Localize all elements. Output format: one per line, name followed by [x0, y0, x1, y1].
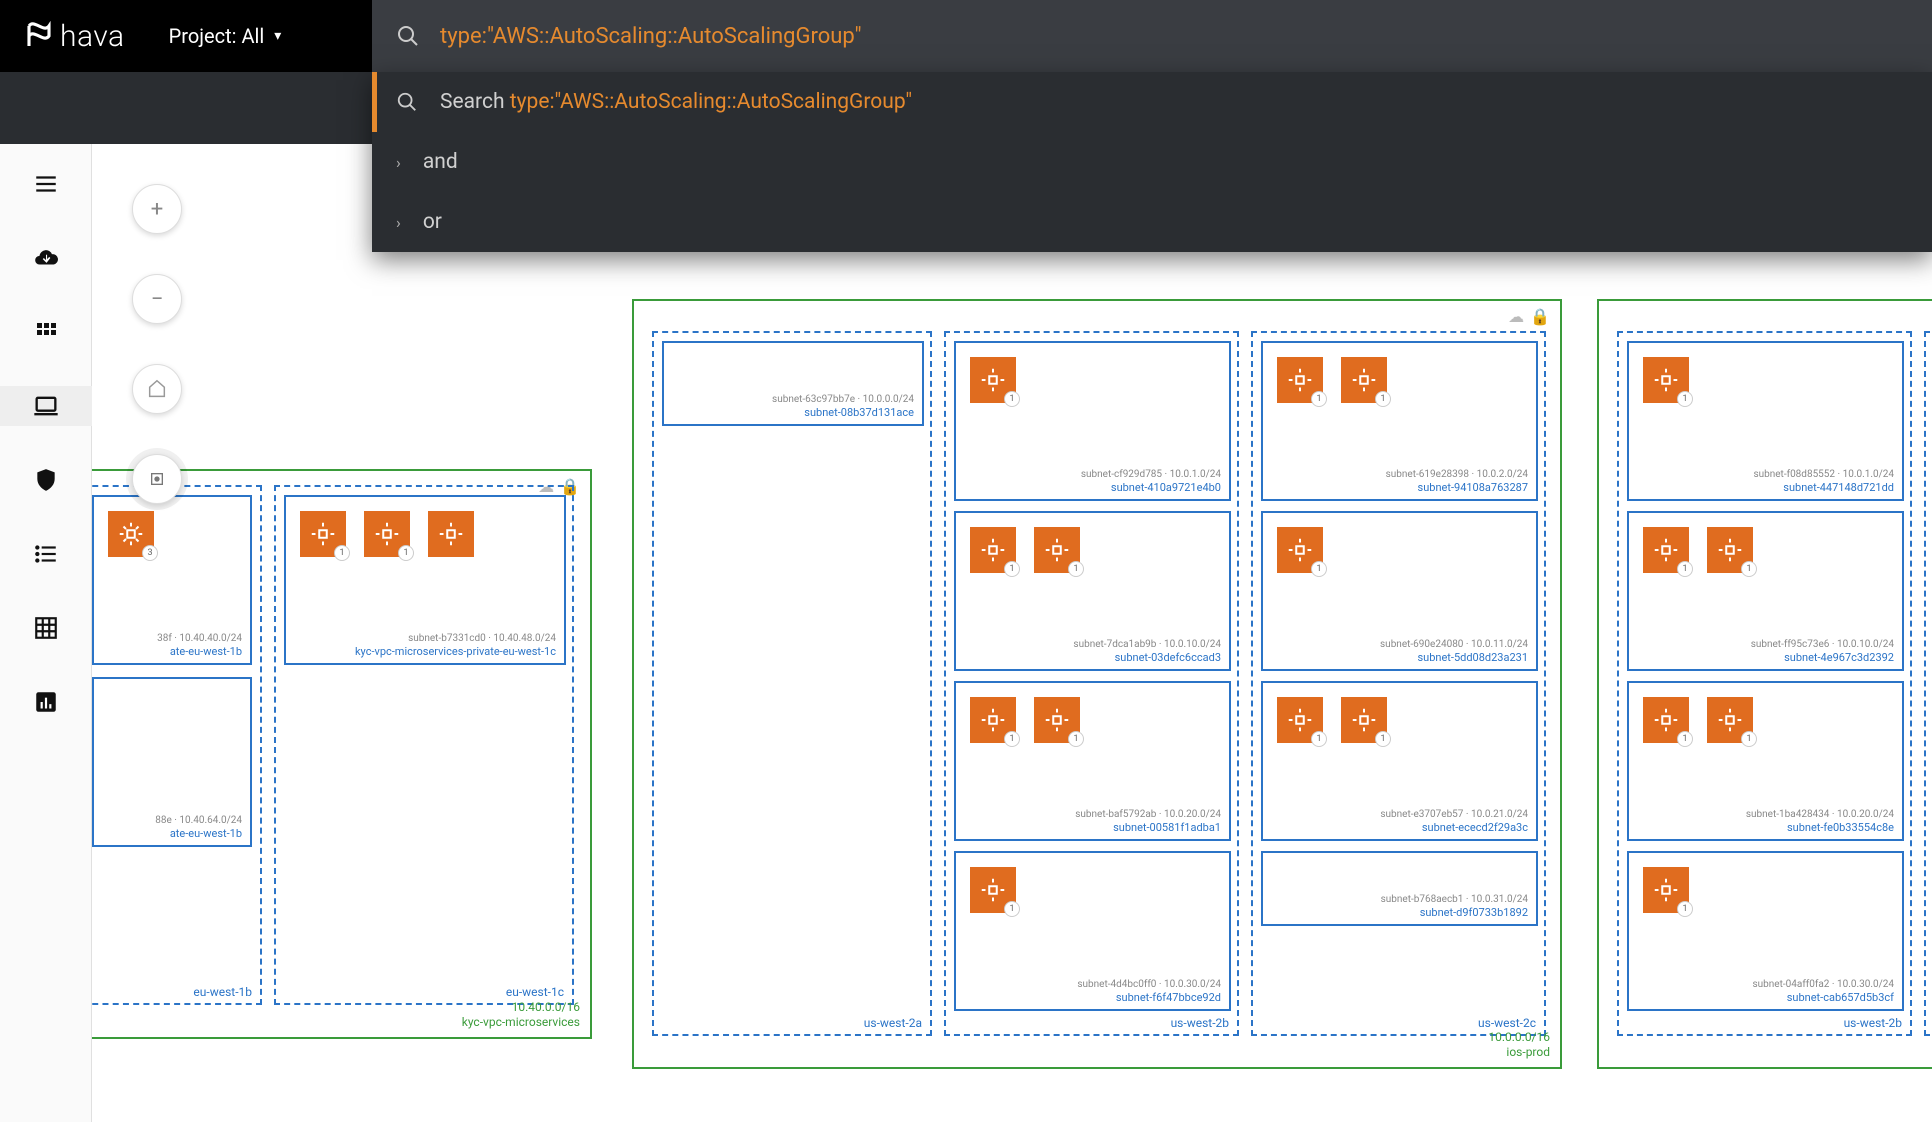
chevron-right-icon: ›: [396, 153, 401, 172]
az-eu-west-1b: 3 38f · 10.40.40.0/24ate-eu-west-1b 88e …: [92, 485, 262, 1005]
az-label: us-west-2b: [1171, 1016, 1229, 1030]
asg-icon[interactable]: 1: [1277, 697, 1323, 743]
subnet[interactable]: subnet-63c97bb7e · 10.0.0.0/24subnet-08b…: [662, 341, 924, 426]
asg-icon[interactable]: 1: [1643, 697, 1689, 743]
asg-icon[interactable]: 1: [1034, 527, 1080, 573]
az-right-2: [1924, 331, 1932, 1036]
az-us-west-2b: 1 subnet-cf929d785 · 10.0.1.0/24subnet-4…: [944, 331, 1239, 1036]
asg-icon[interactable]: 1: [1277, 527, 1323, 573]
table-icon[interactable]: [26, 608, 66, 648]
asg-icon[interactable]: 1: [970, 867, 1016, 913]
asg-icon[interactable]: 1: [1707, 527, 1753, 573]
subnet[interactable]: 1 subnet-f08d85552 · 10.0.1.0/24subnet-4…: [1627, 341, 1904, 501]
asg-icon[interactable]: 1: [1643, 527, 1689, 573]
subnet[interactable]: 11 subnet-7dca1ab9b · 10.0.10.0/24subnet…: [954, 511, 1231, 671]
chevron-right-icon: ›: [396, 213, 401, 232]
search-bar[interactable]: type:"AWS::AutoScaling::AutoScalingGroup…: [372, 0, 1932, 72]
shield-icon[interactable]: [26, 460, 66, 500]
lock-icon: 🔒: [1530, 307, 1550, 326]
subnet[interactable]: 1 1 subnet-b7331cd0 · 10.40.48.0/24kyc-v…: [284, 495, 566, 665]
logo-text: hava: [60, 19, 125, 54]
vpc-ios-prod[interactable]: ☁ 🔒 subnet-63c97bb7e · 10.0.0.0/24subnet-…: [632, 299, 1562, 1069]
asg-icon[interactable]: 1: [970, 357, 1016, 403]
menu-icon[interactable]: [26, 164, 66, 204]
asg-icon[interactable]: 1: [1341, 697, 1387, 743]
chevron-down-icon: ▾: [274, 28, 281, 44]
vpc-right[interactable]: 1 subnet-f08d85552 · 10.0.1.0/24subnet-4…: [1597, 299, 1932, 1069]
subnet[interactable]: 1 subnet-cf929d785 · 10.0.1.0/24subnet-4…: [954, 341, 1231, 501]
az-label: us-west-2a: [864, 1016, 922, 1030]
subnet[interactable]: 88e · 10.40.64.0/24ate-eu-west-1b: [92, 677, 252, 847]
az-label: us-west-2b: [1844, 1016, 1902, 1030]
laptop-icon[interactable]: [0, 386, 92, 426]
asg-icon[interactable]: 1: [300, 511, 346, 557]
zoom-out-button[interactable]: −: [132, 274, 182, 324]
cloud-download-icon[interactable]: [26, 238, 66, 278]
az-us-west-2a: subnet-63c97bb7e · 10.0.0.0/24subnet-08b…: [652, 331, 932, 1036]
subnet[interactable]: 11 subnet-619e28398 · 10.0.2.0/24subnet-…: [1261, 341, 1538, 501]
zoom-in-button[interactable]: +: [132, 184, 182, 234]
az-eu-west-1c: 1 1 subnet-b7331cd0 · 10.40.48.0/24kyc-v…: [274, 485, 574, 1005]
grid-icon[interactable]: [26, 312, 66, 352]
search-suggestion-and[interactable]: › and: [372, 132, 1932, 192]
az-label: us-west-2c: [1478, 1016, 1536, 1030]
az-us-west-2b-r: 1 subnet-f08d85552 · 10.0.1.0/24subnet-4…: [1617, 331, 1912, 1036]
search-suggestion-or[interactable]: › or: [372, 192, 1932, 252]
asg-icon[interactable]: 1: [1643, 867, 1689, 913]
subnet[interactable]: 11 subnet-e3707eb57 · 10.0.21.0/24subnet…: [1261, 681, 1538, 841]
search-dropdown: Search type:"AWS::AutoScaling::AutoScali…: [372, 72, 1932, 252]
subnet[interactable]: 11 subnet-ff95c73e6 · 10.0.10.0/24subnet…: [1627, 511, 1904, 671]
vpc-kyc[interactable]: ☁🔒 3 38f · 10.40.40.0/24ate-eu-west-1b 8…: [92, 469, 592, 1039]
fit-view-button[interactable]: [132, 454, 182, 504]
az-us-west-2c: 11 subnet-619e28398 · 10.0.2.0/24subnet-…: [1251, 331, 1546, 1036]
project-selector[interactable]: Project: All ▾: [149, 24, 302, 48]
asg-icon[interactable]: 1: [970, 697, 1016, 743]
subnet[interactable]: 1 subnet-4d4bc0ff0 · 10.0.30.0/24subnet-…: [954, 851, 1231, 1011]
asg-icon[interactable]: 1: [1643, 357, 1689, 403]
search-icon: [396, 91, 418, 113]
search-icon: [396, 24, 420, 48]
asg-icon[interactable]: 1: [970, 527, 1016, 573]
asg-icon[interactable]: 1: [1341, 357, 1387, 403]
asg-icon[interactable]: [428, 511, 474, 557]
asg-icon[interactable]: 3: [108, 511, 154, 557]
logo[interactable]: hava: [0, 19, 149, 54]
diagram-canvas[interactable]: + − ☁🔒 3 38f · 10.40.40.0/24ate-eu-west-…: [92, 144, 1932, 1122]
subnet[interactable]: 11 subnet-baf5792ab · 10.0.20.0/24subnet…: [954, 681, 1231, 841]
asg-icon[interactable]: 1: [1277, 357, 1323, 403]
asg-icon[interactable]: 1: [1707, 697, 1753, 743]
subnet[interactable]: 3 38f · 10.40.40.0/24ate-eu-west-1b: [92, 495, 252, 665]
project-label: Project: All: [169, 24, 265, 48]
search-suggestion-primary[interactable]: Search type:"AWS::AutoScaling::AutoScali…: [372, 72, 1932, 132]
list-icon[interactable]: [26, 534, 66, 574]
home-view-button[interactable]: [132, 364, 182, 414]
subnet[interactable]: 1 subnet-690e24080 · 10.0.11.0/24subnet-…: [1261, 511, 1538, 671]
subnet[interactable]: subnet-b768aecb1 · 10.0.31.0/24subnet-d9…: [1261, 851, 1538, 926]
subnet[interactable]: 1 subnet-04aff0fa2 · 10.0.30.0/24subnet-…: [1627, 851, 1904, 1011]
cloud-icon: ☁: [1508, 307, 1524, 326]
search-input[interactable]: type:"AWS::AutoScaling::AutoScalingGroup…: [440, 24, 862, 49]
subnet[interactable]: 11 subnet-1ba428434 · 10.0.20.0/24subnet…: [1627, 681, 1904, 841]
asg-icon[interactable]: 1: [364, 511, 410, 557]
az-label: eu-west-1c: [506, 985, 564, 999]
az-label: eu-west-1b: [193, 985, 252, 999]
asg-icon[interactable]: 1: [1034, 697, 1080, 743]
left-sidebar: [0, 144, 92, 1122]
chart-icon[interactable]: [26, 682, 66, 722]
